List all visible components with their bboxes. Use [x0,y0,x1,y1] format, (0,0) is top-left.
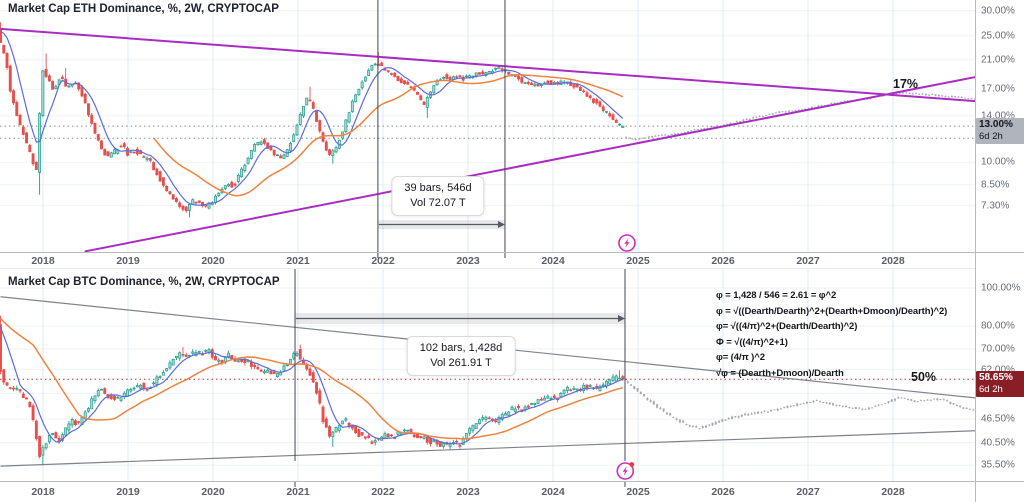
measure-volume-text: Vol 261.91 T [430,357,492,369]
btc-price-badge[interactable]: 58.65% 6d 2h [976,371,1024,398]
price-tick-label: 70.00% [981,343,1015,355]
price-tick-label: 30.00% [981,5,1015,17]
price-tick-label: 21.00% [981,54,1015,66]
btc-bar-countdown: 6d 2h [979,384,1003,396]
price-tick-label: 8.50% [981,179,1010,191]
price-tick-label: 10.00% [981,156,1015,168]
time-axis-bottom[interactable]: 2018 2019 2020 2021 2022 2023 2024 2025 2026 2027… [0,482,1024,502]
price-tick-label: 17.00% [981,83,1015,95]
lightning-alert-icon[interactable] [616,462,635,480]
year-tick-label: 2028 [881,486,905,498]
year-tick-label: 2021 [286,486,310,498]
price-tick-label: 25.00% [981,30,1015,42]
price-tick-label: 62.00% [981,364,1015,376]
year-tick-label: 2023 [456,486,480,498]
alert-dot [629,462,635,467]
eth-last-price: 13.00% [979,119,1013,131]
formula-line[interactable]: φ= √((4/π)^2+(Dearth/Dearth)^2) [716,321,858,332]
year-tick-label: 2020 [201,255,225,267]
btc-measure-label[interactable]: 102 bars, 1,428d Vol 261.91 T [406,336,516,376]
eth-panel-legend[interactable]: Market Cap ETH Dominance, %, 2W, CRYPTOC… [8,3,279,15]
eth-target-annotation[interactable]: 17% [893,77,919,91]
price-tick-label: 40.50% [981,437,1015,449]
year-tick-label: 2026 [711,486,735,498]
price-tick-label: 80.00% [981,320,1015,332]
year-tick-label: 2025 [626,255,650,267]
year-tick-label: 2022 [371,255,395,267]
price-tick-label: 100.00% [981,282,1021,294]
formula-line[interactable]: φ= (4/π )^2 [716,352,765,363]
year-tick-label: 2023 [456,255,480,267]
btc-panel-legend[interactable]: Market Cap BTC Dominance, %, 2W, CRYPTOC… [8,276,280,288]
year-tick-label: 2020 [201,486,225,498]
formula-annotations: φ = 1,428 / 546 = 2.61 = φ^2 φ = √((Deart… [716,288,947,381]
year-tick-label: 2018 [31,486,55,498]
eth-measure-label[interactable]: 39 bars, 546d Vol 72.07 T [391,176,485,216]
eth-bar-countdown: 6d 2h [979,131,1003,143]
year-tick-label: 2024 [541,486,565,498]
year-tick-label: 2018 [31,255,55,267]
price-tick-label: 35.50% [981,459,1015,471]
year-tick-label: 2019 [116,255,140,267]
year-tick-label: 2026 [711,255,735,267]
price-tick-label: 7.30% [981,200,1010,212]
year-tick-label: 2022 [371,486,395,498]
year-tick-label: 2021 [286,255,310,267]
measure-volume-text: Vol 72.07 T [410,197,466,209]
year-tick-label: 2025 [626,486,650,498]
year-tick-label: 2024 [541,255,565,267]
year-tick-label: 2027 [796,255,820,267]
price-tick-label: 46.50% [981,413,1015,425]
measure-bars-text: 39 bars, 546d [404,182,472,194]
btc-last-price: 58.65% [979,372,1013,384]
time-axis-top[interactable]: 2018 2019 2020 2021 2022 2023 2024 2025 2026 2027… [0,253,1024,268]
formula-line[interactable]: φ = 1,428 / 546 = 2.61 = φ^2 [716,290,837,301]
formula-line[interactable]: φ = √((Dearth/Dearth)^2+(Dearth+Dmoon)/D… [716,305,948,317]
formula-line[interactable]: √φ = (Dearth+Dmoon)/Dearth [716,367,844,379]
year-tick-label: 2028 [881,255,905,267]
btc-target-annotation[interactable]: 50% [911,370,937,384]
eth-price-badge[interactable]: 13.00% 6d 2h [976,118,1024,145]
price-tick-label: 14.00% [981,110,1015,122]
measure-bars-text: 102 bars, 1,428d [419,342,503,354]
price-axis[interactable]: 30.00% 25.00% 21.00% 17.00% 14.00% 10.00% 8.50… [976,0,1024,502]
year-tick-label: 2027 [796,486,820,498]
year-tick-label: 2019 [116,486,140,498]
formula-line[interactable]: Φ = √((4/π)^2+1) [716,336,788,348]
lightning-alert-icon[interactable] [618,234,636,252]
